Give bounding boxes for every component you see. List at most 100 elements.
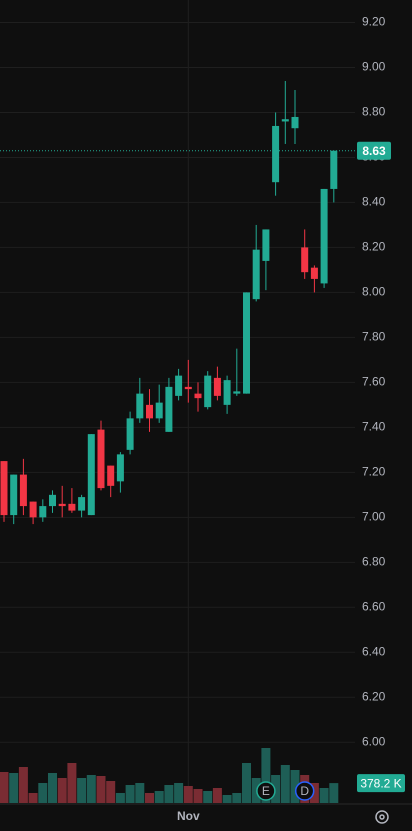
volume-bar	[203, 791, 213, 803]
volume-bar	[38, 783, 48, 803]
y-tick-label: 6.00	[362, 734, 386, 748]
volume-bar	[232, 793, 242, 803]
y-tick-label: 8.40	[362, 195, 386, 209]
volume-bar	[222, 795, 232, 803]
y-tick-label: 6.60	[362, 599, 386, 613]
candle-body	[78, 497, 86, 511]
candle-body	[204, 375, 212, 408]
volume-bar	[125, 785, 135, 803]
y-tick-label: 9.00	[362, 60, 386, 74]
y-tick-label: 7.40	[362, 420, 386, 434]
volume-bar	[77, 778, 87, 803]
candle-body	[262, 229, 270, 261]
volume-bar	[193, 789, 203, 803]
last-price-label: 8.63	[362, 144, 386, 158]
candle-body	[146, 404, 153, 419]
event-label: E	[262, 784, 270, 798]
candle-body	[213, 377, 221, 396]
candle-body	[87, 434, 95, 516]
volume-bar	[309, 783, 319, 803]
y-tick-label: 9.20	[362, 15, 386, 29]
volume-badge	[357, 774, 405, 793]
settings-ring	[375, 810, 389, 824]
volume-bar	[48, 773, 57, 803]
volume-bar	[67, 763, 77, 803]
volume-bar	[86, 775, 96, 803]
volume-bar	[135, 783, 145, 803]
volume-bar	[174, 783, 184, 803]
volume-bar	[145, 793, 154, 803]
volume-bar	[183, 786, 193, 803]
candle-body	[49, 494, 56, 507]
volume-bar	[154, 791, 164, 803]
y-tick-label: 7.00	[362, 510, 386, 524]
y-tick-label: 6.20	[362, 689, 386, 703]
candle-body	[330, 150, 338, 189]
volume-bar	[115, 793, 125, 803]
event-circle	[256, 781, 276, 801]
candle-body	[19, 474, 27, 507]
volume-bar	[9, 773, 19, 803]
candle-body	[39, 506, 47, 518]
y-tick-label: 7.60	[362, 375, 386, 389]
y-tick-label: 6.80	[362, 554, 386, 568]
event-label: D	[300, 784, 309, 798]
y-tick-label: 7.80	[362, 330, 386, 344]
candle-body	[243, 292, 250, 394]
volume-bar	[280, 765, 290, 803]
candle-body	[10, 474, 18, 516]
y-tick-label: 6.40	[362, 644, 386, 658]
volume-bar	[96, 776, 106, 803]
volume-bar	[319, 788, 329, 803]
candle-body	[281, 119, 289, 122]
candle-body	[155, 402, 163, 419]
volume-bar	[212, 788, 222, 803]
settings-hub	[379, 814, 385, 820]
candle-body	[291, 116, 299, 129]
volume-bar	[18, 767, 28, 803]
volume-bar	[106, 781, 116, 803]
candle-body	[29, 501, 37, 518]
candle-body	[126, 418, 134, 450]
y-tick-label: 8.80	[362, 105, 386, 119]
volume-bar	[57, 778, 67, 803]
volume-bar	[290, 770, 300, 803]
candle-body	[310, 267, 318, 279]
candle-body	[272, 125, 280, 183]
volume-bar	[164, 785, 174, 803]
y-tick-label: 8.00	[362, 285, 386, 299]
candle-body	[58, 503, 66, 507]
last-price-badge	[357, 141, 391, 160]
event-circle	[294, 781, 315, 801]
candle-body	[194, 393, 202, 399]
candle-body	[116, 454, 124, 482]
candle-body	[184, 386, 192, 390]
candle-body	[301, 247, 309, 273]
x-tick-label: Nov	[177, 809, 200, 823]
candle-body	[68, 503, 76, 511]
candle-body	[252, 249, 260, 300]
candle-body	[136, 393, 144, 419]
candle-body	[165, 386, 173, 432]
volume-bar	[261, 748, 271, 803]
candle-body	[0, 461, 8, 516]
candle-body	[175, 375, 183, 396]
volume-bar	[0, 772, 9, 803]
candle-body	[320, 188, 328, 284]
candle-body	[107, 465, 115, 486]
candle-body	[97, 429, 105, 489]
volume-bar	[242, 763, 251, 803]
volume-bar	[271, 775, 281, 803]
candle-body	[223, 380, 231, 405]
volume-bar	[28, 793, 38, 803]
volume-badge-label: 378.2 K	[360, 776, 401, 790]
volume-bar	[329, 783, 339, 803]
candle-body	[233, 391, 241, 394]
y-tick-label: 8.20	[362, 240, 386, 254]
y-tick-label: 7.20	[362, 465, 386, 479]
settings-icon[interactable]	[375, 810, 389, 824]
event-marker[interactable]: D	[294, 781, 315, 801]
event-marker[interactable]: E	[256, 781, 276, 801]
